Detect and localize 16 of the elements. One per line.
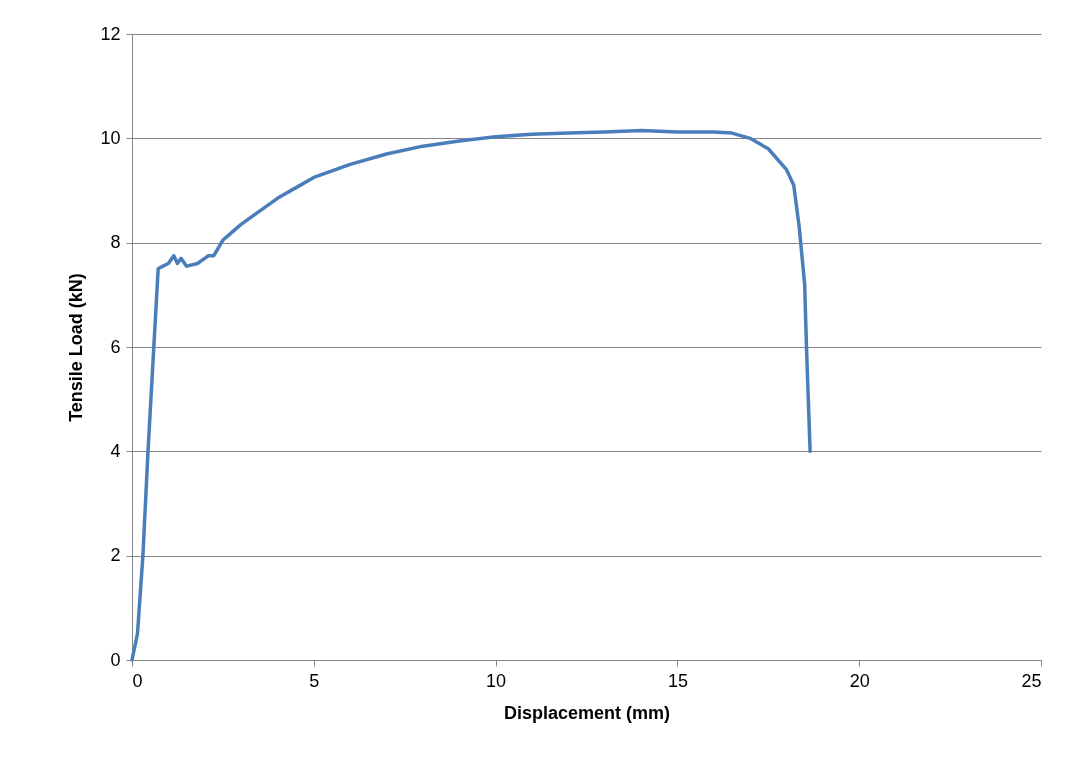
x-tick-label: 25 bbox=[1021, 670, 1042, 691]
line-series bbox=[130, 128, 812, 662]
y-tick-label: 10 bbox=[100, 127, 121, 148]
x-tick-label: 10 bbox=[486, 670, 507, 691]
y-tick-label: 12 bbox=[100, 23, 121, 44]
x-tick-label: 15 bbox=[667, 670, 688, 691]
x-tick-label: 5 bbox=[309, 670, 320, 691]
y-tick-label: 8 bbox=[110, 232, 121, 253]
y-tick-label: 4 bbox=[110, 440, 121, 461]
y-tick-label: 0 bbox=[110, 649, 121, 670]
y-tick-label: 6 bbox=[110, 336, 121, 357]
y-tick-label: 2 bbox=[110, 545, 121, 566]
x-tick-label: 0 bbox=[132, 670, 143, 691]
y-axis-title: Tensile Load (kN) bbox=[66, 273, 87, 422]
x-tick-label: 20 bbox=[849, 670, 870, 691]
x-axis-title: Displacement (mm) bbox=[503, 702, 671, 723]
